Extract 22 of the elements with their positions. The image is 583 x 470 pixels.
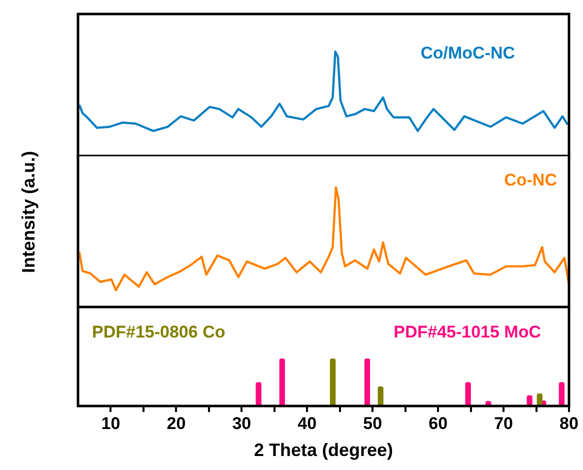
- bar: [330, 358, 336, 406]
- series-label: PDF#45-1015 MoC: [394, 322, 541, 342]
- x-tick-label: 80: [560, 414, 578, 433]
- bar: [378, 386, 384, 406]
- x-tick-label: 70: [494, 414, 513, 433]
- x-tick-label: 10: [101, 414, 120, 433]
- bar: [256, 382, 262, 406]
- text: Co-NC: [504, 170, 557, 190]
- x-tick-label: 30: [232, 414, 252, 433]
- x-tick-label: 20: [166, 414, 186, 433]
- text: Co/MoC-NC: [420, 44, 515, 63]
- y-axis-title: Intensity (a.u.): [18, 150, 40, 274]
- text: PDF#15-0806 Co: [92, 322, 226, 342]
- bar: [536, 393, 542, 406]
- x-tick-label: 60: [428, 414, 448, 433]
- bar: [465, 382, 471, 406]
- bar: [364, 358, 370, 406]
- bar: [279, 358, 285, 406]
- x-axis-title: 2 Theta (degree): [254, 440, 394, 460]
- x-tick-label: 50: [363, 414, 382, 433]
- bar: [558, 382, 565, 406]
- x-tick-label: 40: [298, 414, 317, 433]
